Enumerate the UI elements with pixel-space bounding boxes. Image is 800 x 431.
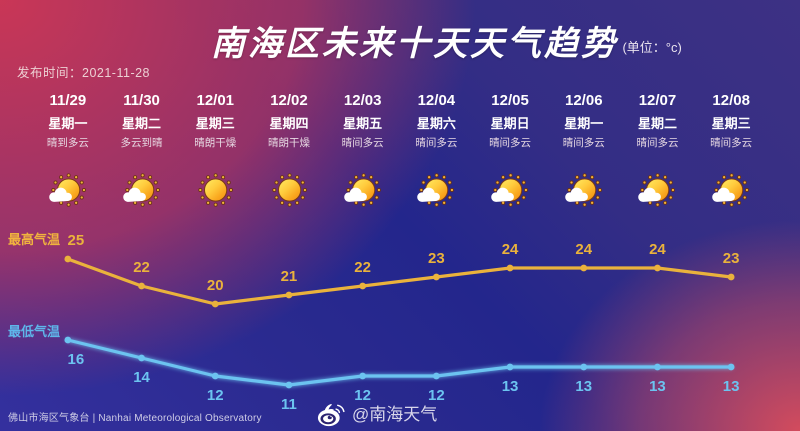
svg-text:23: 23 [723,250,740,267]
svg-text:22: 22 [133,259,150,276]
svg-text:22: 22 [354,259,371,276]
svg-text:20: 20 [207,277,224,294]
svg-text:11: 11 [281,396,297,413]
svg-text:16: 16 [68,351,85,368]
svg-text:23: 23 [428,250,445,267]
svg-text:12: 12 [207,387,224,404]
svg-text:24: 24 [575,241,592,258]
svg-text:24: 24 [502,241,519,258]
svg-text:13: 13 [575,378,592,395]
svg-text:14: 14 [133,369,150,386]
svg-text:21: 21 [281,268,298,285]
svg-text:24: 24 [649,241,666,258]
svg-text:13: 13 [723,378,740,395]
svg-text:13: 13 [649,378,666,395]
svg-text:25: 25 [68,232,85,249]
svg-text:13: 13 [502,378,519,395]
